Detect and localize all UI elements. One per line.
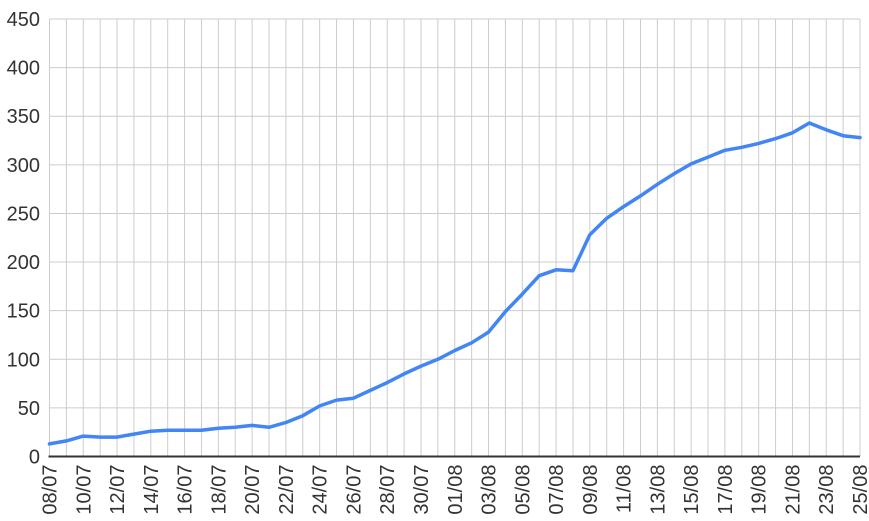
y-tick-labels: 0 50 100 150 200 250 300 350 400 450	[7, 9, 40, 469]
v-gridlines	[49, 19, 861, 457]
x-tick-label: 19/08	[749, 465, 771, 515]
x-tick-label: 01/08	[445, 465, 467, 515]
x-tick-label: 16/07	[175, 465, 197, 515]
y-tick-label: 0	[29, 447, 40, 469]
y-tick-label: 150	[7, 301, 40, 323]
x-tick-label: 28/07	[377, 465, 399, 515]
x-tick-label: 30/07	[411, 465, 433, 515]
series-lines	[47, 121, 862, 446]
y-tick-label: 50	[18, 398, 40, 420]
y-tick-label: 400	[7, 58, 40, 80]
x-tick-label: 21/08	[782, 465, 804, 515]
y-tick-label: 100	[7, 349, 40, 371]
line-series	[47, 121, 862, 446]
x-tick-label: 20/07	[242, 465, 264, 515]
x-tick-label: 25/08	[850, 465, 869, 515]
x-tick-label: 15/08	[681, 465, 703, 515]
x-tick-label: 10/07	[73, 465, 95, 515]
x-tick-labels: 08/07 10/07 12/07 14/07 16/07 18/07 20/07 22/07…	[40, 465, 869, 515]
x-tick-label: 07/08	[546, 465, 568, 515]
x-tick-label: 22/07	[276, 465, 298, 515]
x-tick-label: 05/08	[512, 465, 534, 515]
x-tick-label: 17/08	[715, 465, 737, 515]
y-tick-label: 350	[7, 106, 40, 128]
x-tick-label: 18/07	[208, 465, 230, 515]
x-tick-label: 14/07	[141, 465, 163, 515]
y-tick-label: 450	[7, 9, 40, 31]
x-tick-label: 26/07	[343, 465, 365, 515]
y-tick-label: 200	[7, 252, 40, 274]
x-tick-label: 03/08	[479, 465, 501, 515]
x-tick-label: 08/07	[40, 465, 62, 515]
x-tick-label: 24/07	[310, 465, 332, 515]
y-tick-label: 300	[7, 155, 40, 177]
x-tick-label: 13/08	[647, 465, 669, 515]
x-tick-label: 23/08	[816, 465, 838, 515]
y-tick-label: 250	[7, 203, 40, 225]
x-tick-label: 09/08	[580, 465, 602, 515]
x-tick-label: 11/08	[614, 465, 636, 514]
x-tick-label: 12/07	[107, 465, 129, 515]
